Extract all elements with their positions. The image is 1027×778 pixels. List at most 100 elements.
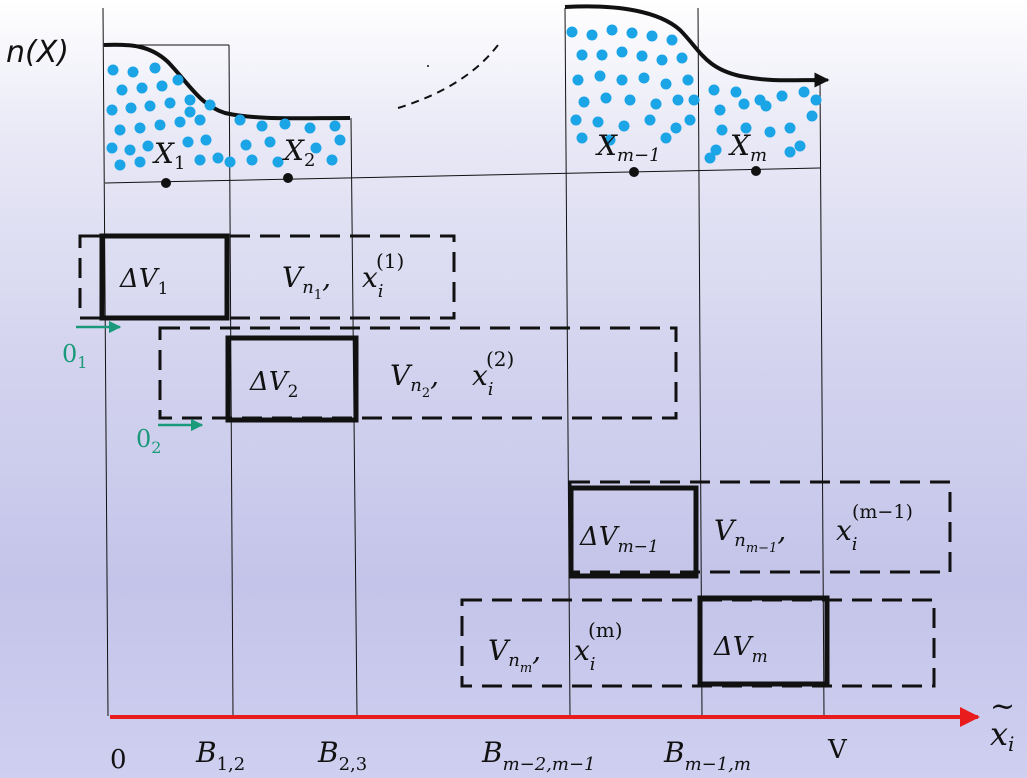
particle-dot (334, 134, 346, 146)
point-x1-marker (161, 178, 171, 188)
origin-1-label: 01 (62, 340, 87, 372)
baseline-line (104, 167, 821, 184)
particle-dot (326, 154, 338, 166)
tick-label-bm1m: Bm−1,m (663, 736, 751, 775)
particle-dot (212, 152, 224, 164)
particle-dot (618, 120, 630, 132)
particle-dot (578, 96, 590, 108)
particle-dot (784, 122, 796, 134)
particle-dot (272, 156, 284, 168)
subvolume-m-minus-1-dashed-box (568, 480, 952, 574)
subvolume-m-delta-label: ΔVm (713, 632, 768, 667)
particle-dot (684, 114, 696, 126)
particle-dot (656, 54, 668, 66)
guide-0 (102, 7, 109, 717)
particle-dot (638, 72, 650, 84)
subvolume-2-delta-box (225, 335, 359, 423)
particle-dot (576, 132, 588, 144)
subvolume-m-v-label: Vnm, (488, 634, 541, 676)
particle-dot (116, 84, 128, 96)
particle-dot (576, 49, 588, 61)
density-curve-left (103, 42, 351, 121)
tick-label-b23: B2,3 (317, 736, 367, 775)
particle-dot (600, 92, 612, 104)
particle-dot (646, 30, 658, 42)
particle-dot (784, 146, 796, 158)
particle-dot (708, 84, 720, 96)
particle-dot (142, 140, 154, 152)
point-xm-marker (751, 166, 761, 176)
particle-dot (174, 116, 186, 128)
particle-dot (127, 66, 139, 78)
tick-label-bm2m1: Bm−2,m−1 (481, 736, 596, 775)
origin-2-label: 02 (136, 425, 161, 457)
particle-dot (806, 110, 818, 122)
particle-dot (106, 142, 118, 154)
subvolume-m-minus-1-x-sup: (m−1) (852, 501, 913, 523)
particle-dot (810, 94, 822, 106)
particle-dot (154, 119, 166, 131)
particle-dot (234, 114, 246, 126)
guide-bm2m1 (564, 7, 571, 717)
particle-dot (124, 144, 136, 156)
tick-label-b12: B1,2 (195, 736, 245, 775)
particle-dot (710, 144, 722, 156)
particle-dot (606, 24, 618, 36)
particle-dot (136, 82, 148, 94)
particle-dot (714, 104, 726, 116)
particle-dot (586, 29, 598, 41)
particle-dot (716, 124, 728, 136)
subvolume-m-x-label: xi (574, 634, 596, 675)
particle-dot (616, 74, 628, 86)
point-label-x2: X2 (282, 134, 315, 171)
particle-dot (572, 74, 584, 86)
particle-dot (624, 94, 636, 106)
particle-dot (164, 97, 176, 109)
particle-dot (125, 102, 137, 114)
vertical-guides (102, 7, 825, 717)
density-curve-right (564, 4, 826, 83)
particle-dot (329, 120, 341, 132)
subvolume-m-x-sup: (m) (588, 618, 623, 642)
density-label: n(X) (6, 35, 69, 70)
particle-dot (596, 49, 608, 61)
subvolume-m-minus-1: ΔVm−1 Vnm−1, xi (m−1) (568, 480, 952, 579)
particle-dot (670, 122, 682, 134)
particle-dot (194, 114, 206, 126)
subvolume-1-x-sup: (1) (376, 249, 404, 273)
point-label-xm1: Xm−1 (595, 129, 661, 166)
subvolume-2-x-label: xi (472, 359, 494, 400)
particle-dot (676, 52, 688, 64)
particle-dot (798, 86, 810, 98)
guide-v (819, 79, 825, 717)
particle-dots (106, 24, 822, 171)
subvolume-m-delta-box (697, 595, 830, 687)
subvolume-m: ΔVm Vnm, xi (m) (460, 595, 936, 688)
particle-dot (200, 134, 212, 146)
particle-dot (730, 86, 742, 98)
particle-dot (594, 70, 606, 82)
subvolume-1-delta-box (99, 233, 230, 321)
particle-dot (636, 50, 648, 62)
particle-dot (184, 106, 196, 118)
particle-dot (660, 132, 672, 144)
particle-dot (776, 90, 788, 102)
subvolume-1-dashed-box (78, 234, 456, 320)
particle-dot (644, 114, 656, 126)
continuation-dashed-curve (397, 44, 499, 109)
axis-label: xi (990, 715, 1014, 756)
particle-dot (592, 116, 604, 128)
particle-dot (626, 27, 638, 39)
particle-dot (264, 136, 276, 148)
particle-dot (240, 139, 252, 151)
particle-dot (310, 142, 322, 154)
particle-dot (616, 46, 628, 58)
point-x2-marker (283, 173, 293, 183)
particle-dot (682, 74, 694, 86)
particle-dot (246, 154, 258, 166)
subvolume-2-delta-label: ΔV2 (249, 367, 298, 402)
point-label-x1: X1 (152, 137, 185, 174)
point-label-xm: Xm (728, 129, 767, 166)
particle-dot (114, 159, 126, 171)
particle-dot (156, 80, 168, 92)
